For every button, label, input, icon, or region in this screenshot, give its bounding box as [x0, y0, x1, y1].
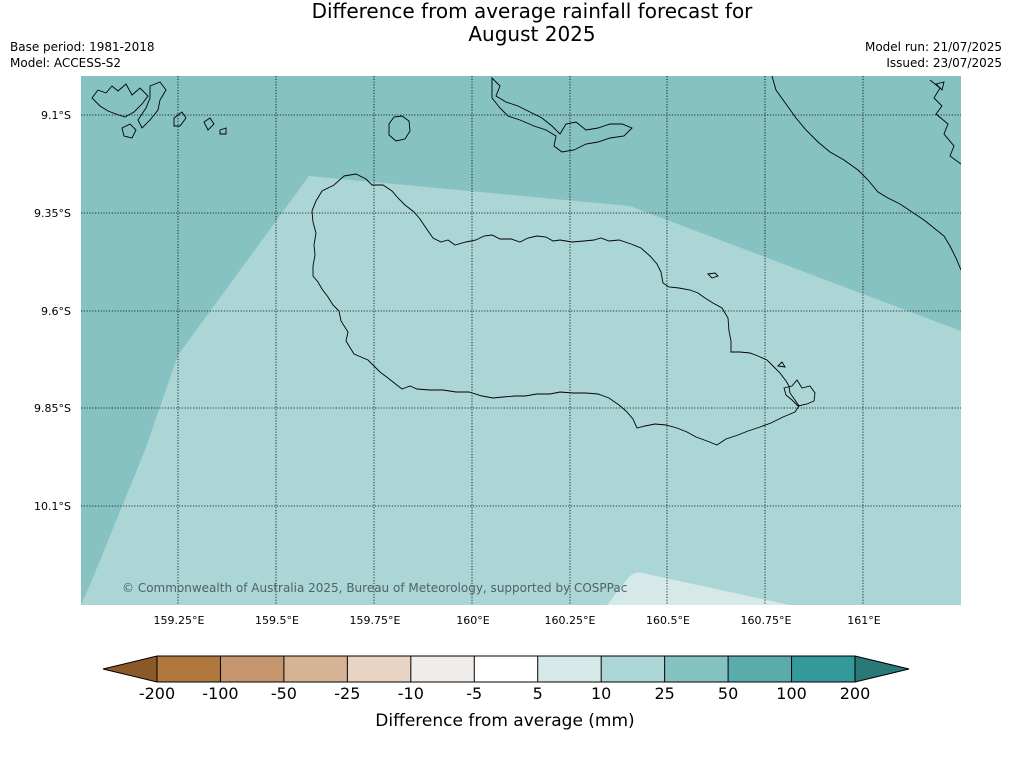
colorbar-tick-label: -200 — [139, 684, 175, 703]
small-islet-center — [707, 272, 719, 279]
round-island — [388, 115, 411, 142]
forecast-region-5-to-10 — [607, 572, 790, 605]
colorbar-tick-label: -100 — [202, 684, 238, 703]
east-islet — [783, 379, 816, 407]
northwest-island-4 — [173, 111, 187, 127]
colorbar-tick-label: 10 — [591, 684, 611, 703]
colorbar-extend-low — [103, 656, 157, 682]
island-coastline — [311, 173, 800, 446]
northeast-coastline — [771, 76, 961, 271]
lon-label: 159.25°E — [154, 614, 205, 627]
colorbar-tick-label: 100 — [776, 684, 807, 703]
lat-label: 9.1°S — [41, 109, 71, 122]
colorbar-segment — [157, 656, 221, 682]
lat-label: 9.6°S — [41, 305, 71, 318]
colorbar-tick-label: -50 — [271, 684, 297, 703]
small-islet-east — [777, 361, 786, 368]
colorbar-segment — [601, 656, 665, 682]
colorbar-tick-label: 25 — [654, 684, 674, 703]
forecast-region-10-to-25 — [81, 176, 961, 605]
colorbar-segment — [220, 656, 284, 682]
map-title-line-2: August 2025 — [468, 22, 596, 46]
copyright-text: © Commonwealth of Australia 2025, Bureau… — [122, 581, 627, 595]
colorbar-segment — [537, 656, 602, 682]
lat-label: 9.35°S — [34, 207, 71, 220]
north-central-coastline — [491, 76, 633, 153]
colorbar-segment — [791, 656, 855, 682]
map-frame: © Commonwealth of Australia 2025, Bureau… — [81, 76, 961, 605]
lon-label: 161°E — [847, 614, 880, 627]
colorbar-labels: -200 -100 -50 -25 -10 -5 5 10 25 50 100 200 — [139, 684, 870, 703]
colorbar-tick-label: 5 — [533, 684, 543, 703]
longitude-labels: 159.25°E 159.5°E 159.75°E 160°E 160.25°E… — [154, 614, 881, 627]
map-title-line-1: Difference from average rainfall forecas… — [311, 0, 753, 23]
model-run-text: Model run: 21/07/2025 — [864, 40, 1002, 54]
northeast-coastline-2 — [929, 79, 961, 165]
metadata-left: Base period: 1981-2018 Model: ACCESS-S2 — [10, 39, 155, 71]
colorbar-tick-label: -25 — [334, 684, 360, 703]
lon-label: 160.75°E — [741, 614, 792, 627]
colorbar-segment — [474, 656, 538, 682]
colorbar-title: Difference from average (mm) — [375, 711, 634, 731]
colorbar-tick-label: -5 — [466, 684, 482, 703]
latitude-labels: 9.1°S 9.35°S 9.6°S 9.85°S 10.1°S — [34, 109, 71, 513]
colorbar-tick-label: 200 — [840, 684, 871, 703]
northeast-islet — [935, 81, 945, 91]
northwest-coastline — [91, 83, 149, 118]
colorbar-outline — [102, 655, 910, 683]
metadata-right: Model run: 21/07/2025 Issued: 23/07/2025 — [865, 39, 1002, 71]
lon-label: 160.5°E — [646, 614, 690, 627]
lon-label: 160.25°E — [545, 614, 596, 627]
lon-label: 159.75°E — [350, 614, 401, 627]
lon-label: 159.5°E — [255, 614, 299, 627]
issued-text: Issued: 23/07/2025 — [886, 56, 1002, 70]
model-text: Model: ACCESS-S2 — [10, 56, 122, 70]
colorbar-tick-label: -10 — [398, 684, 424, 703]
colorbar-segment — [283, 656, 348, 682]
northwest-island-3 — [121, 123, 137, 139]
northwest-island-6 — [219, 127, 227, 135]
colorbar-segment — [728, 656, 792, 682]
colorbar-segment — [410, 656, 475, 682]
lat-label: 10.1°S — [34, 500, 71, 513]
base-period-text: Base period: 1981-2018 — [10, 40, 155, 54]
lon-label: 160°E — [456, 614, 489, 627]
colorbar-tick-label: 50 — [718, 684, 738, 703]
northwest-island-2 — [137, 81, 167, 129]
map-title: Difference from average rainfall forecas… — [0, 0, 1011, 46]
northwest-island-5 — [203, 117, 215, 131]
graticule — [81, 76, 961, 605]
colorbar-segment — [347, 656, 411, 682]
lat-label: 9.85°S — [34, 402, 71, 415]
colorbar-extend-high — [855, 656, 909, 682]
colorbar — [102, 655, 910, 683]
colorbar-segment — [664, 656, 729, 682]
